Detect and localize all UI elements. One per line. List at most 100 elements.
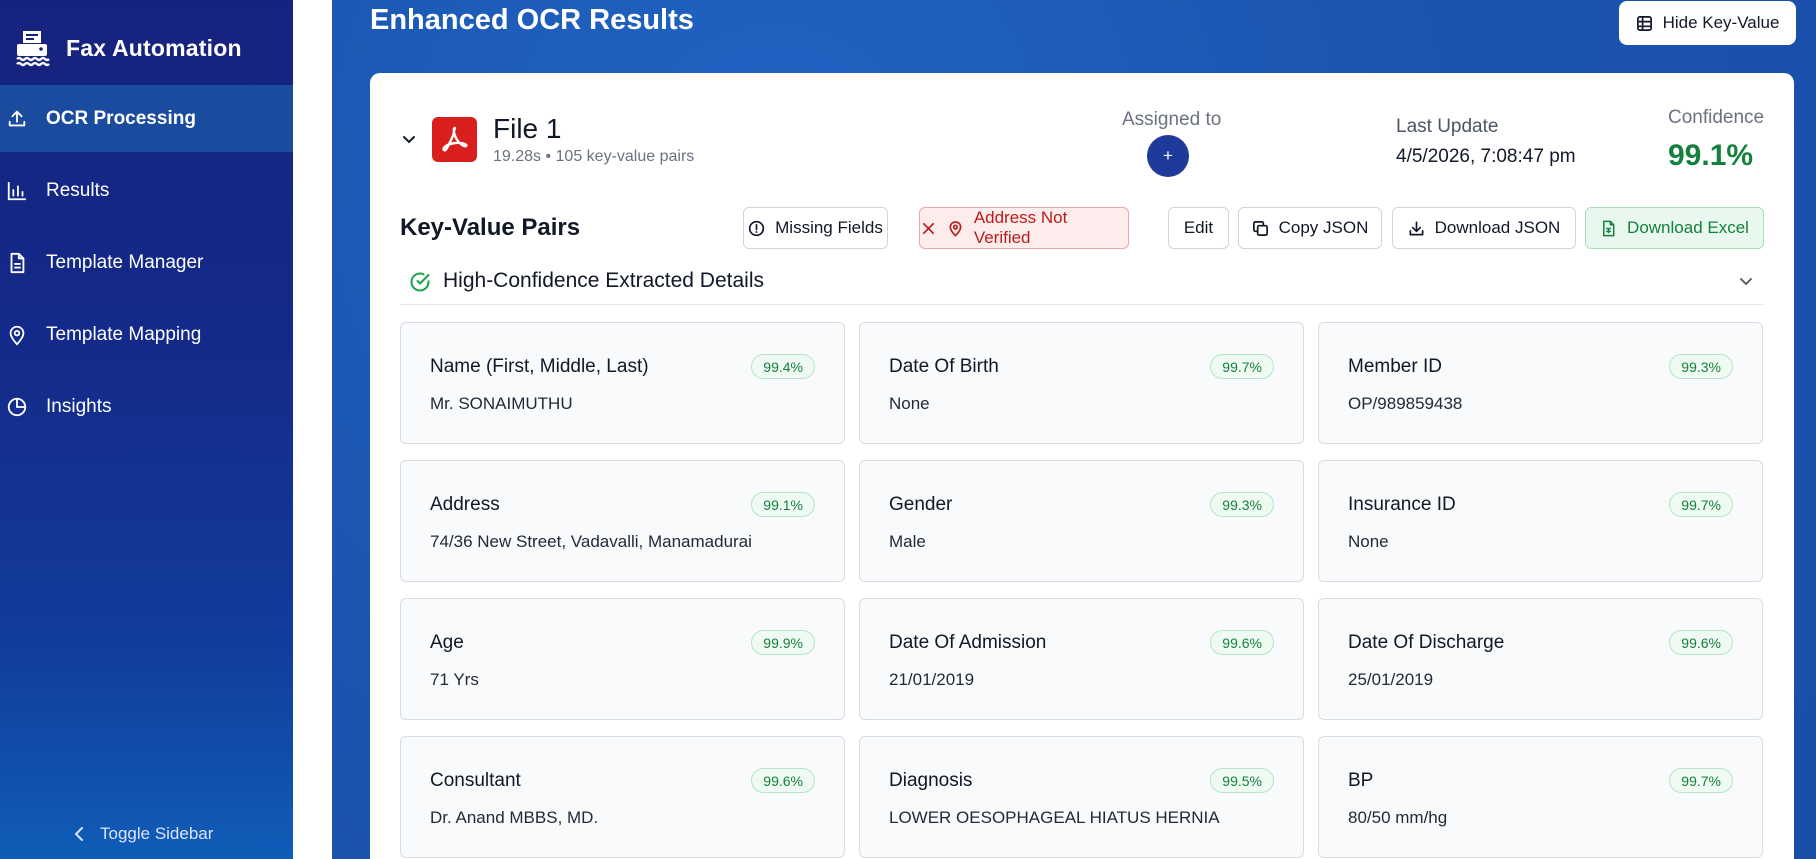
confidence-badge: 99.5% <box>1210 768 1274 793</box>
field-label: Name (First, Middle, Last) <box>430 356 649 377</box>
download-json-button[interactable]: Download JSON <box>1392 207 1576 249</box>
field-label: Diagnosis <box>889 770 973 791</box>
pie-chart-icon <box>7 397 27 416</box>
download-json-label: Download JSON <box>1434 218 1561 237</box>
field-label: Insurance ID <box>1348 494 1456 515</box>
assigned-to-label: Assigned to <box>1122 109 1222 130</box>
address-not-verified-label: Address Not Verified <box>973 208 1068 247</box>
copy-json-button[interactable]: Copy JSON <box>1238 207 1382 249</box>
brand-title: Fax Automation <box>66 34 242 61</box>
sidebar-item-label: Insights <box>46 395 112 417</box>
field-value: None <box>1348 532 1389 551</box>
field-label: Date Of Admission <box>889 632 1047 653</box>
assign-user-button[interactable]: + <box>1147 135 1189 177</box>
pdf-icon <box>432 117 477 162</box>
confidence-badge: 99.9% <box>751 630 815 655</box>
high-confidence-section-header[interactable]: High-Confidence Extracted Details <box>400 261 1764 305</box>
field-label: BP <box>1348 770 1374 791</box>
download-excel-button[interactable]: Download Excel <box>1585 207 1764 249</box>
toggle-sidebar-label: Toggle Sidebar <box>100 824 214 843</box>
check-circle-icon <box>410 272 430 292</box>
field-value: 74/36 New Street, Vadavalli, Manamadurai <box>430 532 752 551</box>
field-value: Mr. SONAIMUTHU <box>430 394 573 413</box>
field-card: Consultant 99.6% Dr. Anand MBBS, MD. <box>400 736 845 858</box>
sidebar-item-template-manager[interactable]: Template Manager <box>0 229 293 296</box>
confidence-value: 99.1% <box>1668 139 1754 172</box>
close-icon <box>922 222 934 234</box>
field-value: Dr. Anand MBBS, MD. <box>430 808 599 827</box>
field-card: Date Of Discharge 99.6% 25/01/2019 <box>1318 598 1763 720</box>
field-value: None <box>889 394 930 413</box>
confidence-badge: 99.1% <box>751 492 815 517</box>
sidebar-item-template-mapping[interactable]: Template Mapping <box>0 301 293 368</box>
confidence-badge: 99.7% <box>1210 354 1274 379</box>
hide-key-value-button[interactable]: Hide Key-Value <box>1619 1 1796 45</box>
confidence-badge: 99.6% <box>751 768 815 793</box>
chevron-down-icon[interactable] <box>401 131 417 147</box>
sidebar-item-label: Results <box>46 179 110 201</box>
field-value: 21/01/2019 <box>889 670 975 689</box>
field-value: LOWER OESOPHAGEAL HIATUS HERNIA <box>889 808 1220 827</box>
last-update-value: 4/5/2026, 7:08:47 pm <box>1396 146 1576 167</box>
last-update-label: Last Update <box>1396 116 1499 137</box>
copy-icon <box>1252 220 1268 236</box>
upload-icon <box>8 110 26 126</box>
field-label: Gender <box>889 494 953 515</box>
file-name: File 1 <box>493 113 562 144</box>
confidence-badge: 99.3% <box>1210 492 1274 517</box>
confidence-badge: 99.6% <box>1210 630 1274 655</box>
edit-button[interactable]: Edit <box>1168 207 1229 249</box>
key-value-title: Key-Value Pairs <box>400 214 581 241</box>
document-icon <box>10 252 25 273</box>
field-value: 25/01/2019 <box>1348 670 1434 689</box>
missing-fields-label: Missing Fields <box>775 218 883 237</box>
field-card: Insurance ID 99.7% None <box>1318 460 1763 582</box>
field-value: OP/989859438 <box>1348 394 1463 413</box>
chevron-left-icon <box>74 827 83 841</box>
spreadsheet-icon <box>1603 220 1615 236</box>
map-pin-icon <box>949 220 962 237</box>
field-card: Gender 99.3% Male <box>859 460 1304 582</box>
bar-chart-icon <box>7 181 27 200</box>
table-icon <box>1636 15 1652 31</box>
field-value: Male <box>889 532 926 551</box>
sidebar-item-insights[interactable]: Insights <box>0 373 293 440</box>
confidence-badge: 99.4% <box>751 354 815 379</box>
sidebar-item-label: Template Mapping <box>46 323 202 345</box>
field-value: 80/50 mm/hg <box>1348 808 1448 827</box>
field-card: Member ID 99.3% OP/989859438 <box>1318 322 1763 444</box>
field-label: Address <box>430 494 500 515</box>
confidence-label: Confidence <box>1668 107 1765 128</box>
brand: Fax Automation <box>14 24 242 72</box>
field-card: Diagnosis 99.5% LOWER OESOPHAGEAL HIATUS H… <box>859 736 1304 858</box>
field-value: 71 Yrs <box>430 670 479 689</box>
confidence-badge: 99.7% <box>1669 492 1733 517</box>
toggle-sidebar-button[interactable]: Toggle Sidebar <box>72 824 213 844</box>
field-label: Member ID <box>1348 356 1442 377</box>
missing-fields-button[interactable]: Missing Fields <box>743 207 888 249</box>
field-card: Date Of Birth 99.7% None <box>859 322 1304 444</box>
field-label: Date Of Birth <box>889 356 999 377</box>
field-card: Age 99.9% 71 Yrs <box>400 598 845 720</box>
sidebar-item-label: OCR Processing <box>46 107 196 129</box>
sidebar-item-results[interactable]: Results <box>0 157 293 224</box>
sidebar-item-ocr-processing[interactable]: OCR Processing <box>0 85 293 152</box>
map-pin-icon <box>9 325 25 345</box>
file-meta: 19.28s • 105 key-value pairs <box>493 148 695 165</box>
copy-json-label: Copy JSON <box>1278 218 1369 237</box>
sidebar: Fax Automation OCR Processing Results Te… <box>0 0 293 859</box>
chevron-down-icon[interactable] <box>1738 273 1754 289</box>
page-title: Enhanced OCR Results <box>370 4 694 36</box>
field-label: Date Of Discharge <box>1348 632 1505 653</box>
section-title: High-Confidence Extracted Details <box>443 269 764 292</box>
field-label: Consultant <box>430 770 521 791</box>
confidence-badge: 99.3% <box>1669 354 1733 379</box>
download-icon <box>1409 221 1424 235</box>
field-card: BP 99.7% 80/50 mm/hg <box>1318 736 1763 858</box>
field-card: Address 99.1% 74/36 New Street, Vadavalli,… <box>400 460 845 582</box>
file-header: File 1 19.28s • 105 key-value pairs Assi… <box>370 73 1794 193</box>
field-card: Date Of Admission 99.6% 21/01/2019 <box>859 598 1304 720</box>
address-not-verified-button[interactable]: Address Not Verified <box>919 207 1129 249</box>
field-card: Name (First, Middle, Last) 99.4% Mr. SONAI… <box>400 322 845 444</box>
alert-circle-icon <box>748 220 765 236</box>
